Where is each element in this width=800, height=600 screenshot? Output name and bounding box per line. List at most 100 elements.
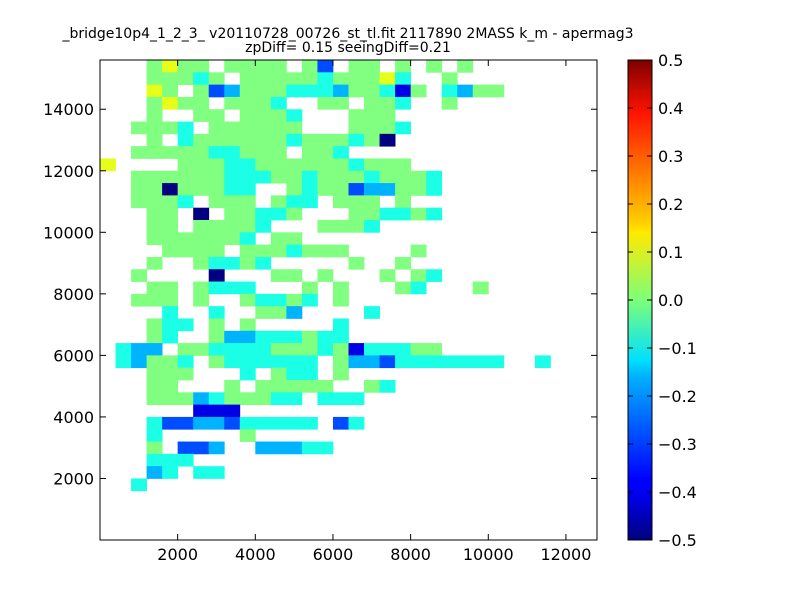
heatmap-cell [395, 281, 412, 295]
colorbar-tick-label: 0.0 [658, 291, 683, 310]
heatmap-cell [332, 158, 349, 172]
colorbar-ticks: 0.5 0.4 0.3 0.2 0.1 0.0 −0.1 −0.2 −0.3 −0.4 −0.5 [628, 51, 697, 550]
heatmap-cell [348, 133, 365, 147]
heatmap-cell [208, 318, 225, 332]
heatmap-cell [162, 244, 179, 258]
heatmap-cell [426, 269, 443, 282]
heatmap-cell [410, 183, 427, 196]
colorbar-tick-label: 0.5 [658, 51, 683, 70]
heatmap-cell [146, 355, 163, 369]
heatmap-cell [193, 256, 210, 270]
heatmap-cell [301, 441, 318, 455]
heatmap-cell [177, 183, 194, 196]
chart-title: _bridge10p4_1_2_3_ v20110728_00726_st_tl… [61, 26, 633, 42]
heatmap-cell [395, 170, 412, 184]
heatmap-cell [317, 343, 334, 356]
heatmap-cell [239, 244, 256, 258]
heatmap-cell [255, 146, 272, 159]
heatmap-cell [270, 232, 287, 246]
heatmap-cell [286, 269, 303, 282]
heatmap-cell [364, 60, 380, 73]
heatmap-cell [348, 72, 365, 86]
heatmap-cell [131, 121, 147, 135]
heatmap-cell [208, 170, 225, 184]
heatmap-cell [364, 355, 380, 369]
heatmap-cell [224, 256, 241, 270]
heatmap-cell [208, 146, 225, 159]
colorbar-tick-label: 0.3 [658, 147, 683, 166]
heatmap-cell [364, 306, 380, 319]
heatmap-cell [239, 281, 256, 295]
heatmap-cell [379, 269, 396, 282]
heatmap-cell [162, 453, 179, 467]
heatmap-cell [239, 133, 256, 147]
heatmap-cell [177, 60, 194, 73]
heatmap-cell [162, 170, 179, 184]
heatmap-cell [301, 244, 318, 258]
heatmap-cell [332, 96, 349, 110]
heatmap-cell [239, 84, 256, 98]
heatmap-cell [332, 133, 349, 147]
heatmap-cell [162, 293, 179, 307]
heatmap-cell [270, 392, 287, 406]
heatmap-cell [332, 330, 349, 344]
heatmap-cell [208, 343, 225, 356]
heatmap-cell [332, 195, 349, 209]
x-tick-label: 10000 [463, 545, 514, 564]
heatmap-cell [146, 146, 163, 159]
heatmap-cell [317, 330, 334, 344]
heatmap-cell [177, 121, 194, 135]
heatmap-cell [255, 170, 272, 184]
heatmap-cell [162, 84, 179, 98]
heatmap-cell [286, 84, 303, 98]
heatmap-cell [317, 269, 334, 282]
heatmap-cell [270, 367, 287, 381]
heatmap-cell [239, 367, 256, 381]
heatmap-cell [364, 195, 380, 209]
heatmap-cell [208, 72, 225, 86]
heatmap-cell [162, 72, 179, 86]
x-tick-label: 2000 [157, 545, 198, 564]
heatmap-cell [364, 158, 380, 172]
heatmap-cell [332, 146, 349, 159]
heatmap-cell [395, 183, 412, 196]
heatmap-cell [193, 293, 210, 307]
heatmap-cell [146, 60, 163, 73]
heatmap-cell [332, 72, 349, 86]
heatmap-cell [177, 195, 194, 209]
heatmap-cell [301, 355, 318, 369]
heatmap-cell [348, 158, 365, 172]
heatmap-cell [208, 244, 225, 258]
heatmap-cell [364, 207, 380, 221]
heatmap-cell [270, 416, 287, 430]
y-tick-label: 4000 [53, 408, 94, 427]
heatmap-cell [317, 60, 334, 73]
heatmap-cell [115, 355, 132, 369]
heatmap-cell [441, 355, 458, 369]
heatmap-cell [364, 121, 380, 135]
heatmap-cell [146, 109, 163, 122]
heatmap-cell [162, 60, 179, 73]
heatmap-cell [239, 293, 256, 307]
heatmap-cell [193, 466, 210, 479]
heatmap-cell [301, 367, 318, 381]
heatmap-cell [224, 380, 241, 393]
heatmap-cell [177, 232, 194, 246]
heatmap-cell [301, 293, 318, 307]
heatmap-cell [146, 466, 163, 479]
heatmap-cell [348, 343, 365, 356]
heatmap-cell [224, 404, 241, 418]
heatmap-cell [255, 343, 272, 356]
heatmap-cell [441, 84, 458, 98]
heatmap-cell [332, 392, 349, 406]
heatmap-cell [239, 318, 256, 332]
heatmap-cell [317, 170, 334, 184]
heatmap-cell [364, 133, 380, 147]
heatmap-cell [193, 220, 210, 233]
heatmap-cell [193, 109, 210, 122]
heatmap-cell [379, 343, 396, 356]
heatmap-cell [472, 84, 489, 98]
heatmap-cell [270, 380, 287, 393]
heatmap-cell [100, 158, 116, 172]
plot-frame [99, 59, 598, 541]
